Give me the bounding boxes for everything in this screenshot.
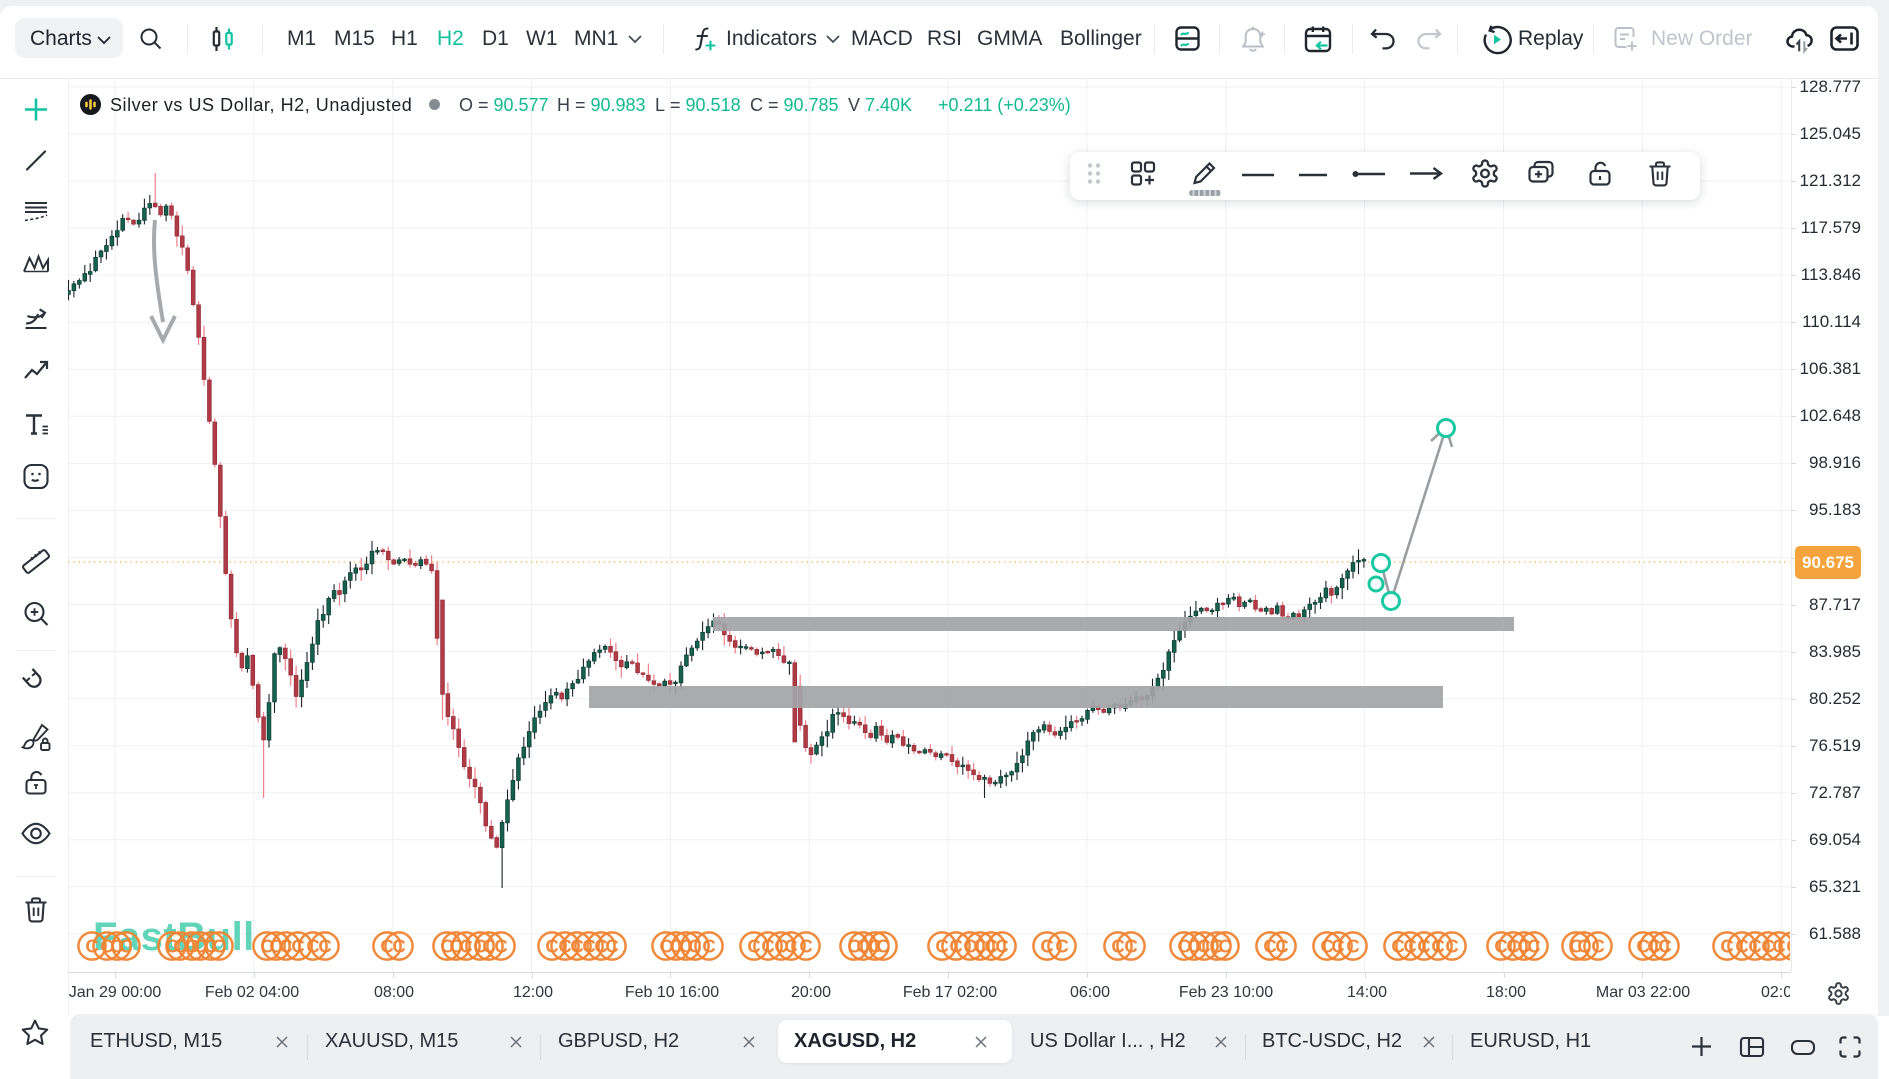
svg-text:C: C <box>1591 936 1604 957</box>
svg-text:C: C <box>380 936 393 957</box>
svg-text:C: C <box>605 936 618 957</box>
svg-text:C: C <box>995 936 1008 957</box>
svg-text:C: C <box>1275 936 1288 957</box>
svg-text:C: C <box>1218 936 1231 957</box>
svg-text:C: C <box>1658 936 1671 957</box>
svg-text:C: C <box>212 936 225 957</box>
svg-text:C: C <box>594 936 607 957</box>
svg-text:C: C <box>1527 936 1540 957</box>
svg-text:C: C <box>1506 936 1519 957</box>
svg-text:C: C <box>1263 936 1276 957</box>
svg-text:C: C <box>279 936 292 957</box>
svg-text:C: C <box>193 936 206 957</box>
svg-text:C: C <box>1786 936 1790 957</box>
svg-text:C: C <box>392 936 405 957</box>
svg-text:C: C <box>1320 936 1333 957</box>
svg-text:C: C <box>173 936 186 957</box>
svg-text:C: C <box>1761 936 1774 957</box>
svg-text:C: C <box>482 936 495 957</box>
svg-text:C: C <box>876 936 889 957</box>
svg-text:C: C <box>1391 936 1404 957</box>
svg-text:C: C <box>702 936 715 957</box>
svg-text:C: C <box>582 936 595 957</box>
svg-text:C: C <box>1494 936 1507 957</box>
svg-text:C: C <box>1445 936 1458 957</box>
svg-text:C: C <box>973 936 986 957</box>
svg-text:C: C <box>856 936 869 957</box>
svg-text:C: C <box>494 936 507 957</box>
svg-text:C: C <box>799 936 812 957</box>
svg-text:C: C <box>306 936 319 957</box>
svg-text:C: C <box>984 936 997 957</box>
svg-text:C: C <box>570 936 583 957</box>
svg-text:C: C <box>1636 936 1649 957</box>
svg-text:C: C <box>119 936 132 957</box>
svg-text:C: C <box>1124 936 1137 957</box>
svg-text:C: C <box>558 936 571 957</box>
svg-text:C: C <box>1055 936 1068 957</box>
svg-text:C: C <box>1647 936 1660 957</box>
svg-text:C: C <box>318 936 331 957</box>
svg-text:C: C <box>1346 936 1359 957</box>
